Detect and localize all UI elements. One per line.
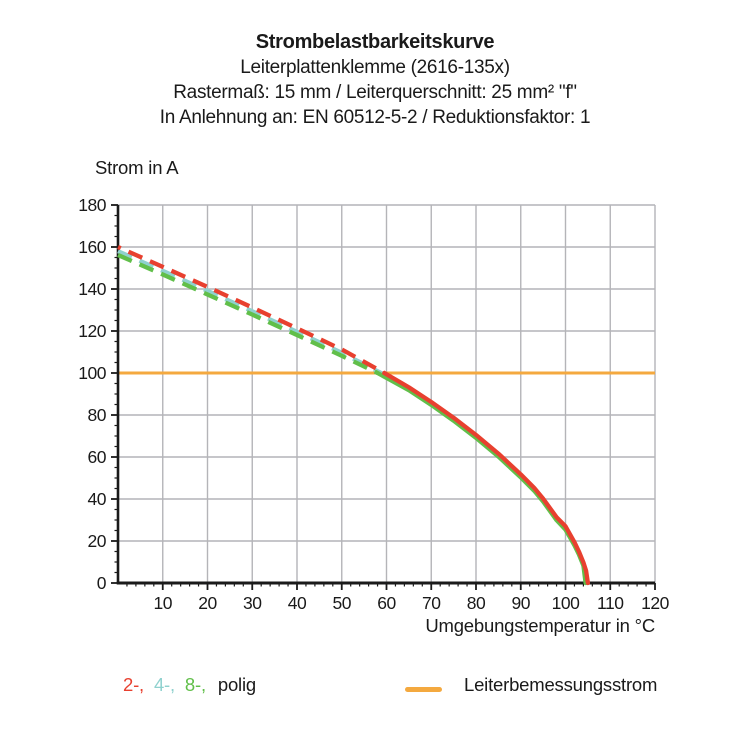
x-tick-label: 80 <box>467 593 486 613</box>
y-tick-label: 60 <box>88 447 107 467</box>
y-tick-label: 0 <box>97 573 107 593</box>
series-curve-solid-8-polig <box>375 370 588 586</box>
chart-subtitle-standard: In Anlehnung an: EN 60512-5-2 / Reduktio… <box>159 107 591 128</box>
rated-current-swatch <box>405 687 442 692</box>
series-curve-dashed-4-polig <box>117 249 383 375</box>
x-tick-label: 20 <box>198 593 217 613</box>
x-tick-label: 10 <box>154 593 173 613</box>
x-tick-label: 40 <box>288 593 307 613</box>
x-tick-label: 60 <box>377 593 396 613</box>
y-tick-label: 100 <box>78 363 106 383</box>
y-tick-label: 80 <box>88 405 107 425</box>
x-tick-label: 120 <box>641 593 669 613</box>
legend-pole-8: 8-, <box>184 674 206 695</box>
chart-canvas: 0 20 40 60 80 100 120 140 160 180 10 20 30 40 50 60 70 80… <box>78 195 670 613</box>
x-axis-label: Umgebungstemperatur in °C <box>425 615 655 636</box>
x-tick-label: 110 <box>597 593 624 613</box>
legend-pole-4: 4-, <box>153 674 175 695</box>
legend-pole-2: 2-, <box>123 674 144 695</box>
rated-current-label: Leiterbemessungsstrom <box>464 674 658 695</box>
x-tick-label: 70 <box>422 593 441 613</box>
chart-title: Strombelastbarkeitskurve <box>255 31 495 53</box>
y-tick-label: 180 <box>78 195 106 215</box>
y-axis-label: Strom in A <box>95 157 179 178</box>
y-tick-label: 140 <box>78 279 106 299</box>
x-tick-label: 100 <box>552 593 580 613</box>
legend-poles: 2-, 4-, 8-, polig <box>123 674 256 696</box>
y-tick-label: 160 <box>78 237 106 257</box>
y-tick-label: 20 <box>88 531 107 551</box>
x-tick-label: 90 <box>512 593 531 613</box>
x-tick-label: 30 <box>243 593 262 613</box>
x-tick-label: 50 <box>333 593 352 613</box>
chart-title-block: Strombelastbarkeitskurve Leiterplattenkl… <box>0 30 750 130</box>
y-tick-label: 120 <box>78 321 106 341</box>
chart-subtitle-product: Leiterplattenklemme (2616-135x) <box>240 57 510 78</box>
chart-subtitle-spec: Rastermaß: 15 mm / Leiterquerschnitt: 25… <box>173 82 577 103</box>
legend-pole-suffix: polig <box>217 674 256 695</box>
series-curve-dashed-2-polig <box>117 245 386 375</box>
y-tick-label: 40 <box>88 489 107 509</box>
series-curve-dashed-8-polig <box>117 253 379 375</box>
series-curve-solid-4-polig <box>378 370 590 586</box>
series-curve-solid-2-polig <box>382 370 591 586</box>
